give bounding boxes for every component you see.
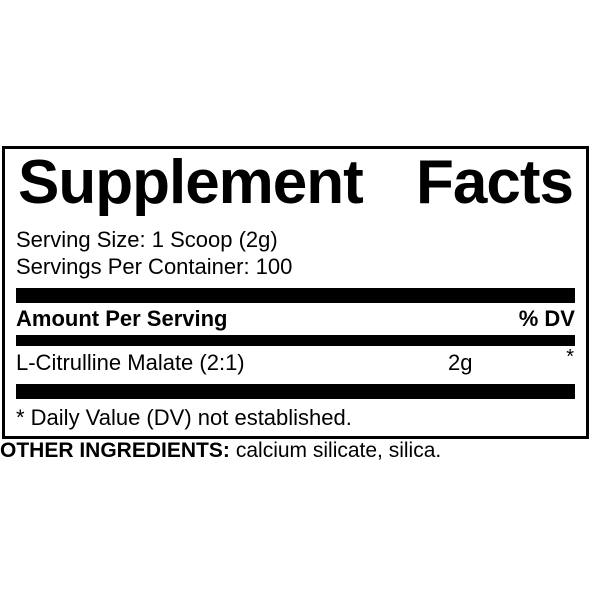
percent-dv-header: % DV [518, 305, 575, 331]
other-ingredients-label: OTHER INGREDIENTS: [0, 439, 230, 462]
ingredient-row: L-Citrulline Malate (2:1) 2g * [16, 345, 575, 377]
panel-title-word-supplement: Supplement [18, 148, 364, 217]
serving-size-line: Serving Size: 1 Scoop (2g) [16, 226, 278, 252]
panel-title: Supplement Facts [16, 151, 575, 214]
divider-bar-header [16, 334, 575, 346]
amount-per-serving-header: Amount Per Serving [16, 305, 228, 331]
panel-title-word-facts: Facts [416, 148, 574, 217]
serving-info: Serving Size: 1 Scoop (2g) Servings Per … [16, 226, 575, 280]
supplement-facts-panel: Supplement Facts Serving Size: 1 Scoop (… [2, 146, 589, 439]
ingredient-amount: 2g [448, 349, 473, 375]
column-header-row: Amount Per Serving % DV [16, 306, 575, 332]
divider-bar-top [16, 287, 575, 303]
divider-bar-bottom [16, 383, 575, 399]
other-ingredients-line: OTHER INGREDIENTS: calcium silicate, sili… [0, 438, 441, 464]
ingredient-daily-value-asterisk: * [566, 345, 574, 368]
ingredient-name: L-Citrulline Malate (2:1) [16, 349, 245, 375]
other-ingredients-value: calcium silicate, silica. [235, 439, 442, 462]
servings-per-container-line: Servings Per Container: 100 [16, 253, 293, 279]
daily-value-footnote: * Daily Value (DV) not established. [16, 404, 352, 430]
